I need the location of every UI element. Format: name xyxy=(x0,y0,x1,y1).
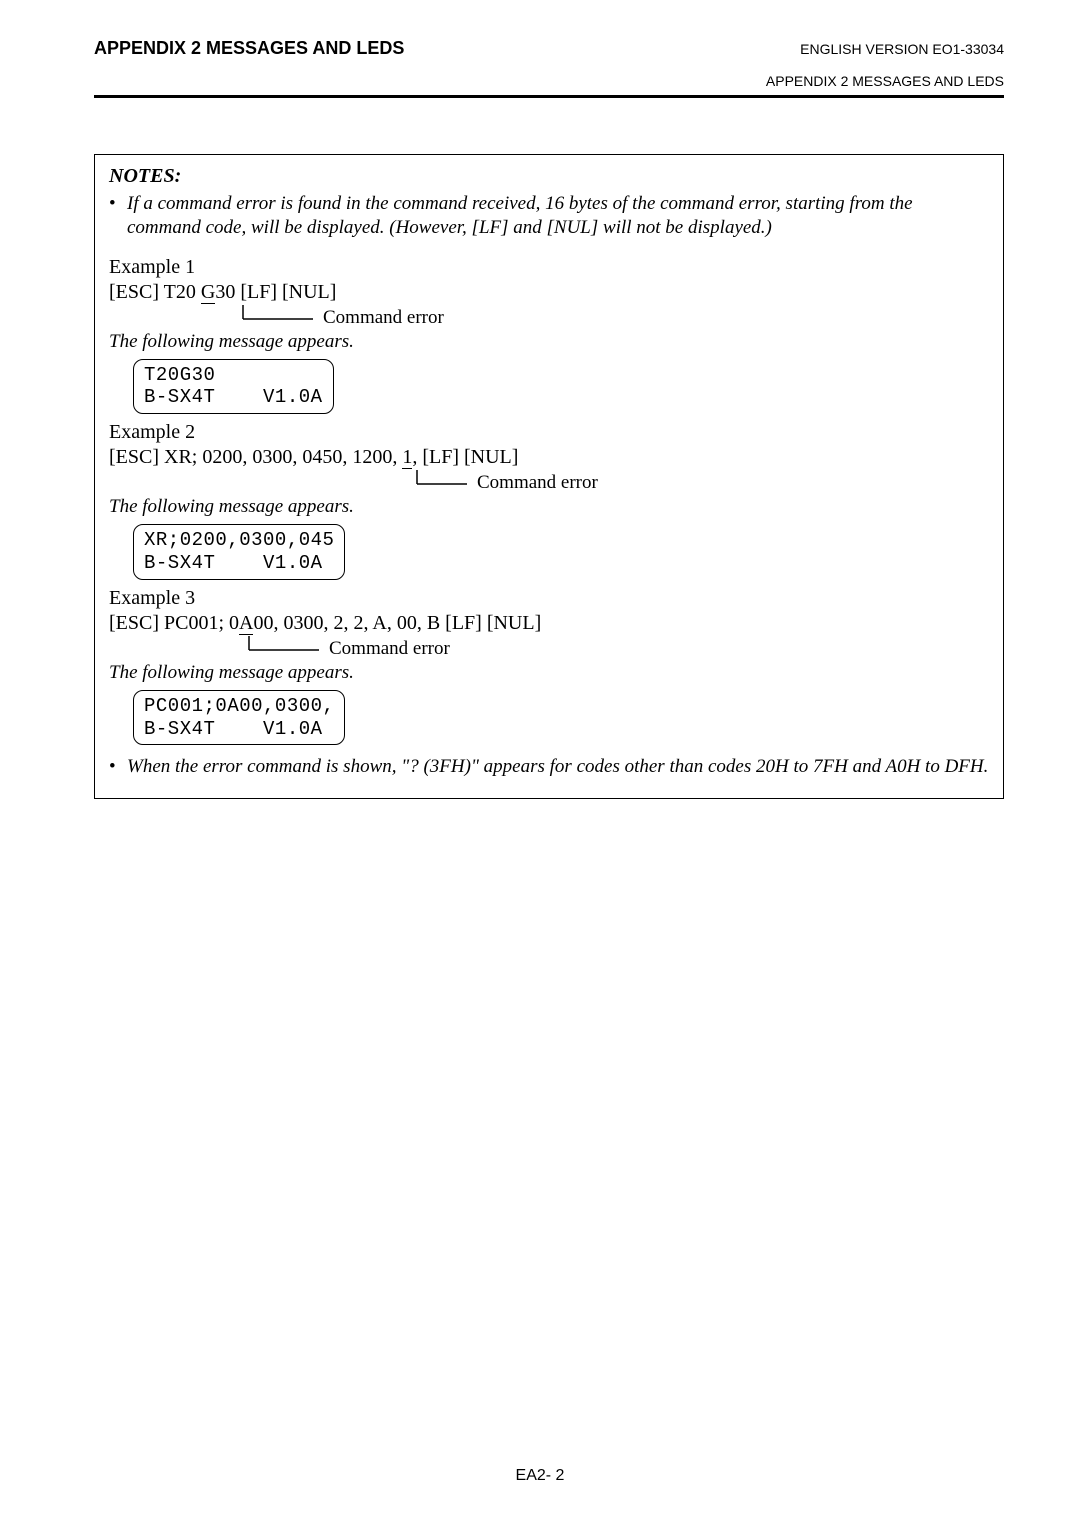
example-title: Example 3 xyxy=(109,586,989,611)
error-callout-label: Command error xyxy=(477,472,598,494)
lcd-display: T20G30 B-SX4T V1.0A xyxy=(133,359,334,415)
error-callout-label: Command error xyxy=(323,307,444,329)
page-header: APPENDIX 2 MESSAGES AND LEDS ENGLISH VER… xyxy=(94,38,1004,59)
example-command: [ESC] T20 G30 [LF] [NUL] xyxy=(109,280,989,305)
lcd-line-1: PC001;0A00,0300, xyxy=(144,695,334,717)
lcd-line-1: T20G30 xyxy=(144,364,215,386)
error-callout: Command error xyxy=(109,636,989,660)
example-1: Example 1 [ESC] T20 G30 [LF] [NUL] Comma… xyxy=(109,255,989,415)
lcd-line-2: B-SX4T V1.0A xyxy=(144,552,323,574)
following-message: The following message appears. xyxy=(109,331,989,353)
bullet-icon: • xyxy=(109,755,127,779)
lcd-line-1: XR;0200,0300,045 xyxy=(144,529,334,551)
cmd-post: , [LF] [NUL] xyxy=(412,446,518,468)
header-right: ENGLISH VERSION EO1-33034 xyxy=(800,41,1004,57)
example-title: Example 1 xyxy=(109,255,989,280)
cmd-error-char: G xyxy=(201,282,215,304)
error-callout: Command error xyxy=(109,470,989,494)
example-command: [ESC] PC001; 0A00, 0300, 2, 2, A, 00, B … xyxy=(109,611,989,636)
notes-title: NOTES: xyxy=(109,165,989,188)
lcd-line-2: B-SX4T V1.0A xyxy=(144,718,323,740)
notes-outro-row: • When the error command is shown, "? (3… xyxy=(109,755,989,779)
header-left: APPENDIX 2 MESSAGES AND LEDS xyxy=(94,38,404,59)
cmd-post: 00, 0300, 2, 2, A, 00, B [LF] [NUL] xyxy=(253,612,541,634)
bullet-icon: • xyxy=(109,192,127,241)
cmd-pre: [ESC] T20 xyxy=(109,281,201,303)
example-command: [ESC] XR; 0200, 0300, 0450, 1200, 1, [LF… xyxy=(109,445,989,470)
error-callout-label: Command error xyxy=(329,638,450,660)
following-message: The following message appears. xyxy=(109,496,989,518)
cmd-error-char: 1 xyxy=(402,447,412,469)
cmd-error-char: A xyxy=(239,613,253,635)
notes-box: NOTES: • If a command error is found in … xyxy=(94,154,1004,799)
example-title: Example 2 xyxy=(109,420,989,445)
notes-intro-row: • If a command error is found in the com… xyxy=(109,192,989,241)
lcd-display: XR;0200,0300,045 B-SX4T V1.0A xyxy=(133,524,345,580)
notes-intro-text: If a command error is found in the comma… xyxy=(127,192,989,241)
header-sub: APPENDIX 2 MESSAGES AND LEDS xyxy=(94,73,1004,89)
cmd-post: 30 [LF] [NUL] xyxy=(215,281,336,303)
page-footer: EA2- 2 xyxy=(0,1467,1080,1485)
cmd-pre: [ESC] XR; 0200, 0300, 0450, 1200, xyxy=(109,446,402,468)
error-callout: Command error xyxy=(109,305,989,329)
cmd-pre: [ESC] PC001; 0 xyxy=(109,612,239,634)
lcd-display: PC001;0A00,0300, B-SX4T V1.0A xyxy=(133,690,345,746)
page: APPENDIX 2 MESSAGES AND LEDS ENGLISH VER… xyxy=(0,0,1080,799)
example-3: Example 3 [ESC] PC001; 0A00, 0300, 2, 2,… xyxy=(109,586,989,746)
header-rule xyxy=(94,95,1004,98)
following-message: The following message appears. xyxy=(109,662,989,684)
example-2: Example 2 [ESC] XR; 0200, 0300, 0450, 12… xyxy=(109,420,989,580)
notes-outro-text: When the error command is shown, "? (3FH… xyxy=(127,755,989,779)
lcd-line-2: B-SX4T V1.0A xyxy=(144,386,323,408)
